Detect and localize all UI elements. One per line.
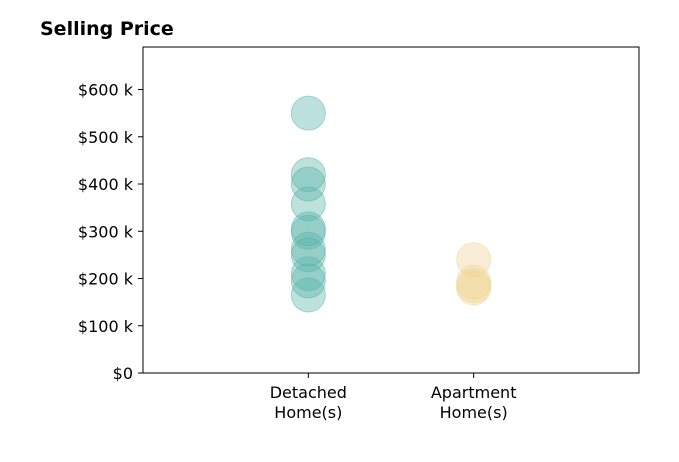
scatter-point [290, 95, 326, 131]
x-tick-label: Apartment Home(s) [431, 383, 517, 422]
scatter-point [290, 237, 326, 273]
scatter-point [290, 166, 326, 202]
y-tick-label: $200 k [78, 270, 134, 289]
scatter-point [456, 270, 492, 306]
plot-axes: $0 $100 k $200 k $300 k $400 k $500 k $600 k De… [78, 46, 640, 422]
scatter-point [456, 242, 492, 278]
y-tick-label: $600 k [78, 81, 134, 100]
x-tick-label: Detached Home(s) [270, 383, 347, 422]
scatter-point [290, 186, 326, 222]
y-tick-label: $400 k [78, 175, 134, 194]
chart-title: Selling Price [40, 18, 174, 40]
scatter-points [290, 95, 492, 313]
scatter-point [290, 277, 326, 313]
y-tick-label: $0 [113, 364, 133, 383]
y-tick-label: $300 k [78, 222, 134, 241]
scatter-point [290, 157, 326, 193]
y-tick-label: $500 k [78, 128, 134, 147]
scatter-point [290, 263, 326, 299]
scatter-point [290, 256, 326, 292]
y-tick-label: $100 k [78, 317, 134, 336]
plot-frame [142, 46, 640, 374]
scatter-point [290, 231, 326, 267]
